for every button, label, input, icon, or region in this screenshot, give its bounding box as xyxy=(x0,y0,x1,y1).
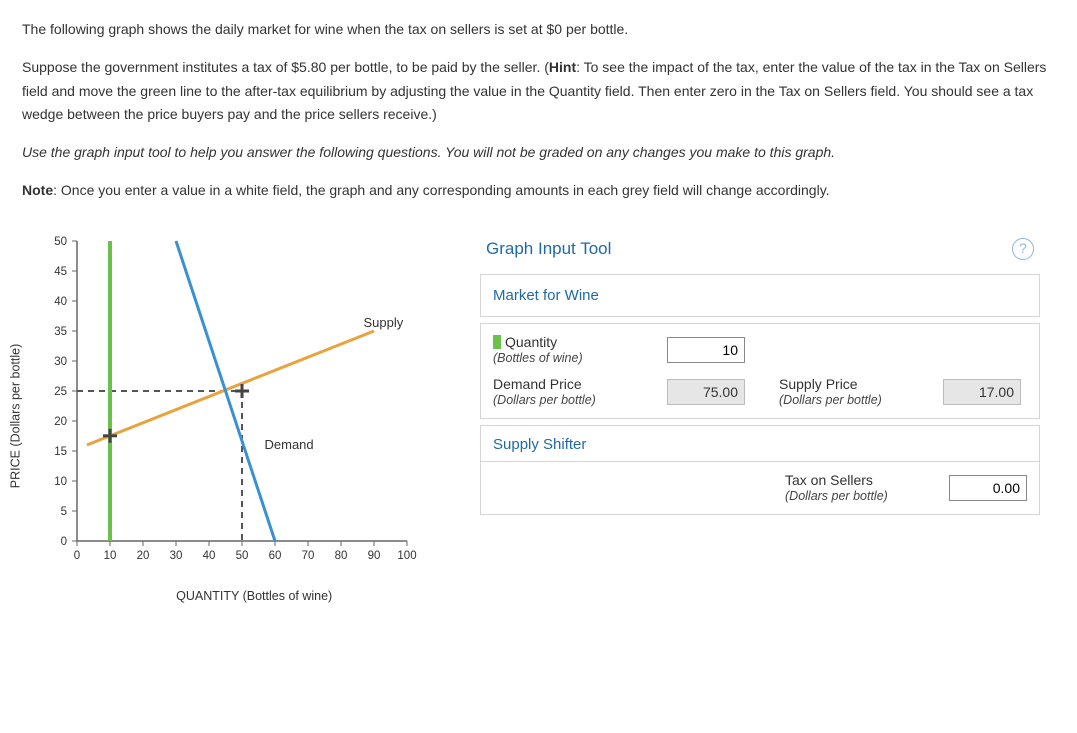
svg-text:50: 50 xyxy=(236,550,249,562)
svg-text:45: 45 xyxy=(54,266,67,278)
svg-text:40: 40 xyxy=(54,296,67,308)
svg-text:0: 0 xyxy=(74,550,80,562)
svg-text:25: 25 xyxy=(54,386,67,398)
tax-label: Tax on Sellers (Dollars per bottle) xyxy=(785,472,935,504)
section-shifter: Supply Shifter xyxy=(480,425,1040,462)
svg-text:90: 90 xyxy=(368,550,381,562)
supply-demand-chart[interactable]: 0 10 20 30 40 50 60 70 80 90 100 0 5 10 15 20 25 30 35 40 45… xyxy=(22,231,452,581)
svg-text:30: 30 xyxy=(54,356,67,368)
x-axis-label: QUANTITY (Bottles of wine) xyxy=(176,586,332,607)
svg-text:35: 35 xyxy=(54,326,67,338)
graph-input-tool: Graph Input Tool ? Market for Wine Quant… xyxy=(480,231,1040,521)
svg-text:70: 70 xyxy=(302,550,315,562)
svg-text:10: 10 xyxy=(104,550,117,562)
svg-text:20: 20 xyxy=(54,416,67,428)
svg-text:20: 20 xyxy=(137,550,150,562)
svg-text:50: 50 xyxy=(54,236,67,248)
svg-text:0: 0 xyxy=(61,536,67,548)
section-market: Market for Wine xyxy=(480,274,1040,318)
svg-text:Demand: Demand xyxy=(265,437,314,452)
demand-price-label: Demand Price (Dollars per bottle) xyxy=(493,376,653,408)
svg-text:40: 40 xyxy=(203,550,216,562)
tool-title: Graph Input Tool xyxy=(486,235,611,264)
svg-text:10: 10 xyxy=(54,476,67,488)
prompt-p1: The following graph shows the daily mark… xyxy=(22,18,1055,42)
question-prompt: The following graph shows the daily mark… xyxy=(22,18,1055,203)
svg-text:15: 15 xyxy=(54,446,67,458)
chart-container: PRICE (Dollars per bottle) 0102030405060… xyxy=(22,231,452,601)
prompt-note: Note: Once you enter a value in a white … xyxy=(22,179,1055,203)
prompt-p2: Suppose the government institutes a tax … xyxy=(22,56,1055,127)
svg-text:5: 5 xyxy=(61,506,67,518)
demand-price-output xyxy=(667,379,745,405)
help-icon[interactable]: ? xyxy=(1012,238,1034,260)
svg-text:Supply: Supply xyxy=(364,315,404,330)
tax-input[interactable] xyxy=(949,475,1027,501)
y-axis-label: PRICE (Dollars per bottle) xyxy=(5,344,26,489)
svg-text:30: 30 xyxy=(170,550,183,562)
svg-text:60: 60 xyxy=(269,550,282,562)
prompt-p3: Use the graph input tool to help you ans… xyxy=(22,141,1055,165)
supply-price-output xyxy=(943,379,1021,405)
quantity-label: Quantity (Bottles of wine) xyxy=(493,334,653,366)
supply-price-label: Supply Price (Dollars per bottle) xyxy=(779,376,929,408)
quantity-swatch-icon xyxy=(493,335,501,349)
quantity-input[interactable] xyxy=(667,337,745,363)
svg-text:80: 80 xyxy=(335,550,348,562)
svg-text:100: 100 xyxy=(397,550,416,562)
